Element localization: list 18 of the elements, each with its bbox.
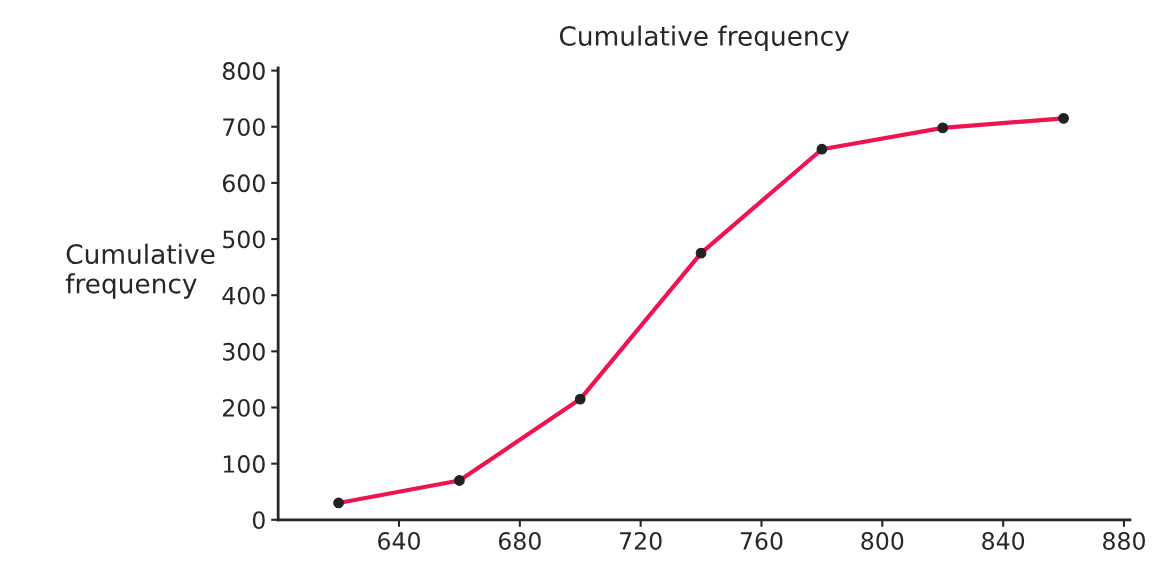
- x-tick-label: 800: [861, 532, 904, 550]
- y-tick-label: 300: [223, 342, 265, 361]
- y-tick-label: 100: [223, 455, 265, 473]
- y-tick-label: 800: [222, 62, 265, 80]
- x-tick-label: 880: [1103, 532, 1145, 550]
- y-tick-label: 500: [223, 230, 265, 249]
- x-tick-label: 760: [740, 532, 783, 550]
- chart-title: Cumulative frequency: [559, 25, 849, 52]
- x-tick-label: 840: [982, 532, 1025, 550]
- y-axis-title: Cumulative frequency: [65, 243, 215, 299]
- y-tick-label: 400: [222, 286, 265, 305]
- y-tick-label: 0: [252, 511, 265, 530]
- x-tick-label: 720: [620, 532, 662, 550]
- x-tick-label: 680: [498, 532, 541, 550]
- y-tick-label: 200: [223, 398, 265, 417]
- y-tick-label: 600: [222, 174, 265, 193]
- x-tick-label: 640: [378, 532, 420, 550]
- y-tick-label: 700: [223, 118, 265, 137]
